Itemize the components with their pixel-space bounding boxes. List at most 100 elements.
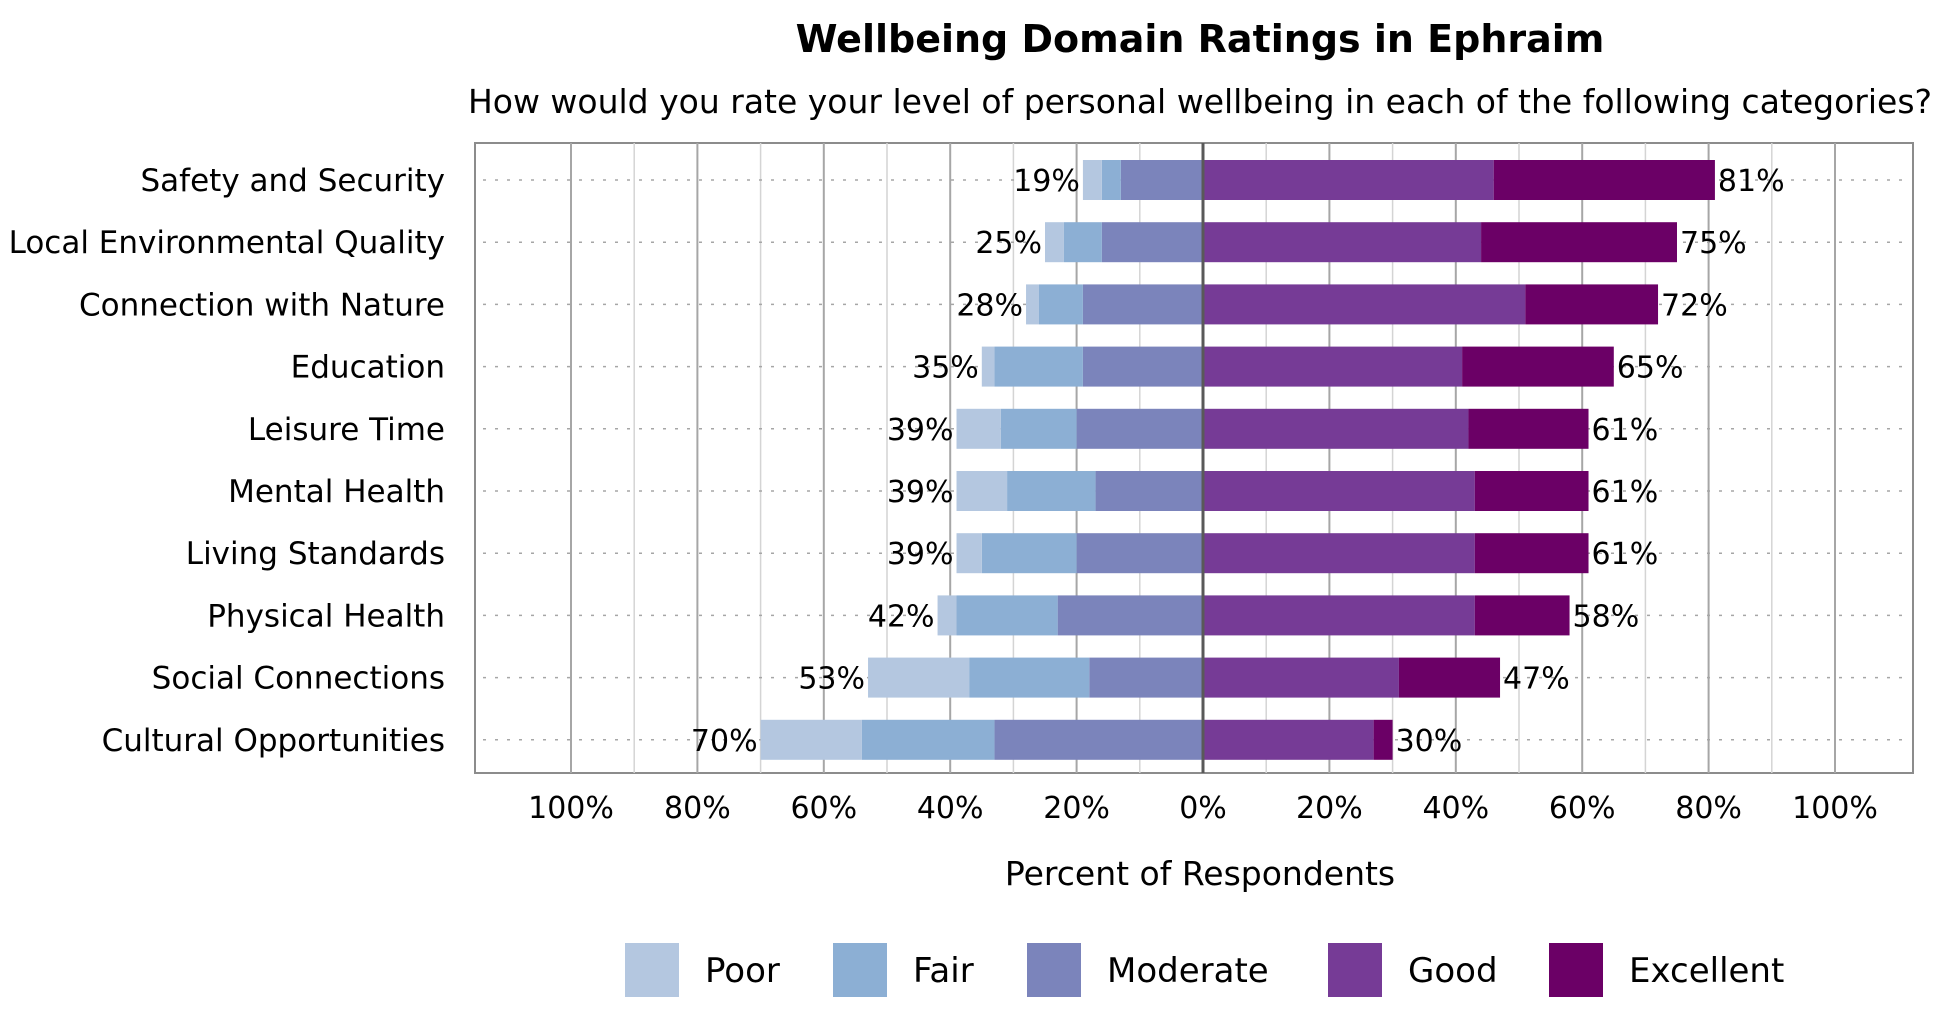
negative-total-label: 35%: [912, 351, 979, 386]
x-tick-label: 20%: [1043, 791, 1110, 826]
bar-poor: [1026, 284, 1039, 325]
negative-total-label: 25%: [975, 226, 1042, 261]
bar-excellent: [1474, 471, 1589, 511]
legend-swatch-moderate: [1027, 943, 1081, 997]
bar-excellent: [1474, 533, 1589, 574]
bar-good: [1203, 533, 1475, 574]
bar-moderate: [1101, 222, 1203, 263]
bar-fair: [981, 533, 1077, 574]
positive-total-label: 30%: [1396, 724, 1463, 759]
bar-poor: [868, 657, 970, 698]
bar-excellent: [1468, 408, 1589, 449]
legend-label: Poor: [705, 951, 780, 991]
bar-fair: [1000, 408, 1077, 449]
category-label: Connection with Nature: [79, 287, 445, 323]
x-tick-label: 60%: [1549, 791, 1616, 826]
x-tick-label: 40%: [917, 791, 984, 826]
bar-poor: [760, 719, 862, 760]
positive-total-label: 58%: [1573, 599, 1640, 634]
bar-fair: [1101, 160, 1121, 200]
bar-good: [1203, 657, 1399, 698]
data-labels: 19% 81% 25% 75% 28% 72% 35% 65% 39% 61% 39% 61% 39% 6…: [691, 164, 1785, 759]
x-axis-label: Percent of Respondents: [1005, 854, 1395, 893]
x-tick-label: 20%: [1296, 791, 1363, 826]
bar-moderate: [1057, 595, 1203, 636]
x-tick-label: 80%: [1675, 791, 1742, 826]
x-tick-label: 100%: [1792, 791, 1878, 826]
category-label: Education: [291, 350, 445, 386]
x-tick-label: 40%: [1422, 791, 1489, 826]
x-tick-labels: 100% 80% 60% 40% 20% 0% 20% 40% 60% 80% 100%: [528, 791, 1878, 826]
category-label: Mental Health: [228, 474, 445, 510]
category-label: Physical Health: [207, 598, 445, 634]
category-labels: Safety and Security Local Environmental Q…: [9, 163, 445, 759]
bar-moderate: [994, 719, 1203, 760]
legend: Poor Fair Moderate Good Excellent: [625, 943, 1784, 997]
bar-good: [1203, 284, 1526, 325]
bar-poor: [981, 346, 995, 387]
category-label: Cultural Opportunities: [102, 723, 445, 759]
bar-excellent: [1462, 346, 1614, 387]
bar-fair: [861, 719, 995, 760]
category-label: Leisure Time: [248, 412, 445, 448]
negative-total-label: 42%: [868, 599, 935, 634]
legend-swatch-good: [1328, 943, 1382, 997]
bar-poor: [956, 408, 1001, 449]
negative-total-label: 70%: [691, 724, 758, 759]
negative-total-label: 39%: [887, 413, 954, 448]
bar-excellent: [1398, 657, 1501, 698]
negative-total-label: 53%: [798, 662, 865, 697]
bar-good: [1203, 408, 1469, 449]
positive-total-label: 61%: [1592, 475, 1659, 510]
legend-label: Good: [1408, 951, 1498, 991]
bar-excellent: [1481, 222, 1677, 263]
positive-total-label: 47%: [1503, 662, 1570, 697]
bar-good: [1203, 471, 1475, 511]
category-label: Local Environmental Quality: [9, 225, 445, 261]
x-tick-label: 80%: [664, 791, 731, 826]
bar-fair: [1038, 284, 1083, 325]
bar-excellent: [1373, 719, 1393, 760]
bar-moderate: [1120, 160, 1203, 200]
legend-swatch-excellent: [1549, 943, 1603, 997]
positive-total-label: 75%: [1680, 226, 1747, 261]
negative-total-label: 19%: [1013, 164, 1080, 199]
bar-poor: [956, 533, 982, 574]
bar-fair: [1063, 222, 1102, 263]
category-label: Social Connections: [152, 661, 445, 697]
category-label: Living Standards: [186, 536, 445, 572]
bar-moderate: [1089, 657, 1203, 698]
positive-total-label: 65%: [1617, 351, 1684, 386]
bars: [760, 160, 1715, 760]
bar-moderate: [1082, 284, 1203, 325]
bar-excellent: [1493, 160, 1715, 200]
category-label: Safety and Security: [141, 163, 446, 199]
positive-total-label: 61%: [1592, 413, 1659, 448]
bar-fair: [994, 346, 1083, 387]
bar-good: [1203, 719, 1374, 760]
x-tick-label: 100%: [528, 791, 614, 826]
legend-label: Excellent: [1629, 951, 1784, 991]
bar-excellent: [1525, 284, 1659, 325]
bar-poor: [937, 595, 957, 636]
chart-subtitle: How would you rate your level of persona…: [468, 82, 1932, 121]
positive-total-label: 72%: [1661, 288, 1728, 323]
bar-good: [1203, 222, 1482, 263]
negative-total-label: 39%: [887, 475, 954, 510]
chart-title: Wellbeing Domain Ratings in Ephraim: [796, 17, 1605, 61]
bar-moderate: [1095, 471, 1203, 511]
bar-moderate: [1076, 408, 1203, 449]
bar-poor: [956, 471, 1008, 511]
negative-total-label: 28%: [956, 288, 1023, 323]
bar-good: [1203, 346, 1463, 387]
bar-poor: [1082, 160, 1102, 200]
bar-good: [1203, 595, 1475, 636]
x-tick-label: 60%: [790, 791, 857, 826]
legend-swatch-fair: [833, 943, 887, 997]
bar-excellent: [1474, 595, 1570, 636]
bar-moderate: [1082, 346, 1203, 387]
bar-fair: [956, 595, 1058, 636]
legend-label: Fair: [913, 951, 974, 991]
bar-poor: [1045, 222, 1064, 263]
